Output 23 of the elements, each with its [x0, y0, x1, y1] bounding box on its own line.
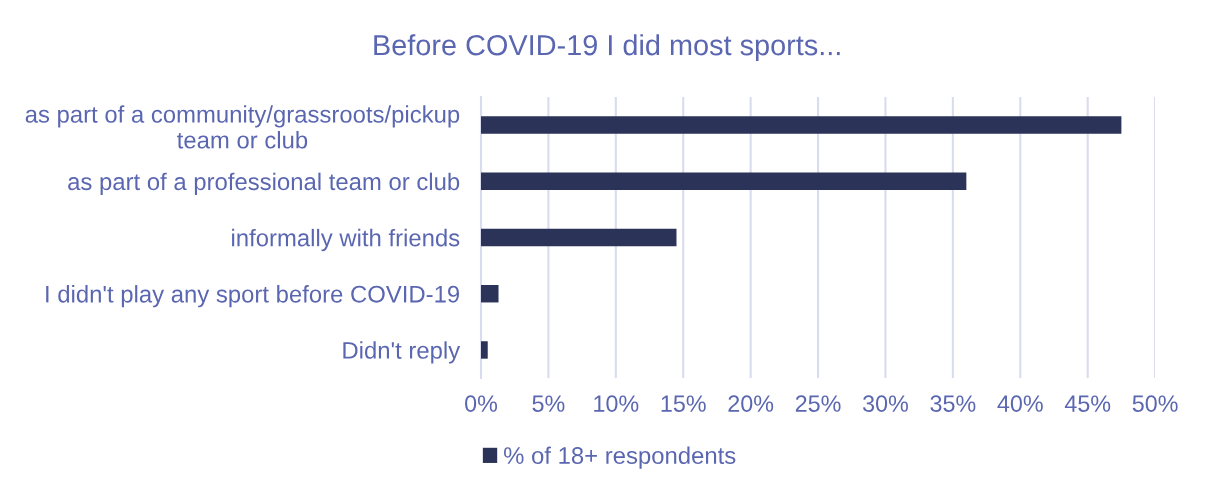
x-tick-label: 0% [465, 395, 498, 412]
legend-label: % of 18+ respondents [504, 446, 736, 469]
bar [480, 116, 1122, 134]
x-tick-label: 15% [661, 395, 706, 412]
bar [480, 341, 488, 359]
y-tick-label: as part of a community/grassroots/pickup team or club [25, 105, 460, 149]
bar [480, 285, 499, 303]
x-tick-label: 35% [930, 395, 976, 412]
y-tick-label: as part of a professional team or club [68, 172, 460, 195]
bar [480, 228, 677, 247]
x-tick-label: 25% [795, 395, 841, 412]
x-tick-label: 45% [1064, 395, 1111, 412]
x-tick-label: 10% [594, 395, 639, 412]
y-tick-label: Didn't reply [343, 341, 461, 364]
bar [480, 172, 967, 191]
y-tick-label: informally with friends [232, 228, 460, 252]
x-tick-label: 50% [1132, 395, 1178, 412]
chart-title: Before COVID-19 I did most sports... [374, 34, 840, 62]
x-tick-label: 5% [532, 395, 565, 412]
x-tick-label: 30% [863, 395, 908, 412]
x-tick-label: 20% [728, 395, 774, 412]
y-tick-label: I didn't play any sport before COVID-19 [46, 285, 460, 308]
x-tick-label: 40% [997, 395, 1043, 412]
